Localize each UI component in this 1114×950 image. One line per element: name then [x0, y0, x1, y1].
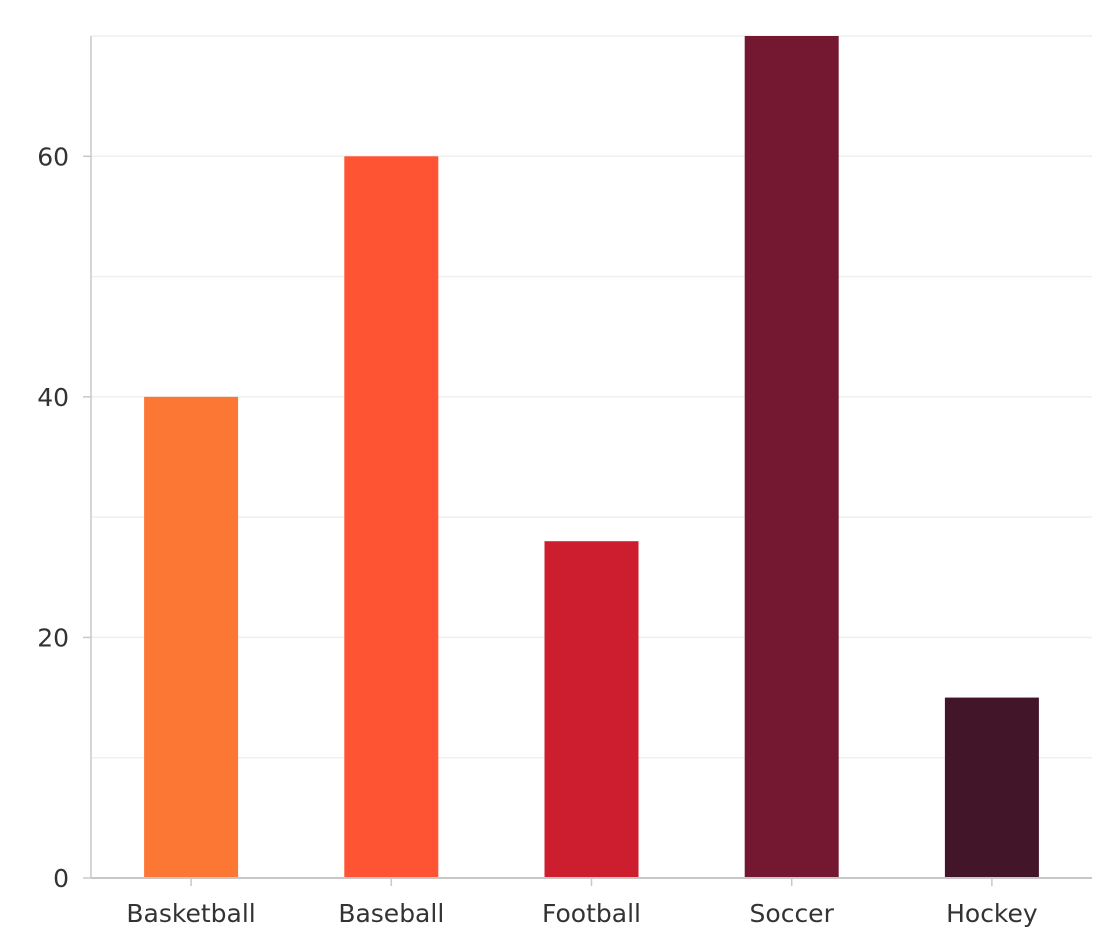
- y-tick-label: 20: [37, 623, 69, 652]
- y-tick-label: 40: [37, 383, 69, 412]
- bar-soccer: [744, 36, 839, 878]
- bar-football: [544, 541, 639, 878]
- x-tick-label-soccer: Soccer: [750, 899, 835, 928]
- bars-layer: [144, 36, 1039, 879]
- x-tick-label-basketball: Basketball: [126, 899, 255, 928]
- x-tick-label-baseball: Baseball: [338, 899, 444, 928]
- labels-layer: 0 20 40 60 Basketball Baseball Football Soccer H…: [37, 142, 1038, 928]
- bar-baseball: [344, 156, 439, 879]
- axes-layer: [83, 36, 1092, 886]
- bar-basketball: [144, 396, 239, 878]
- y-tick-label: 0: [53, 864, 69, 893]
- x-tick-label-hockey: Hockey: [946, 899, 1038, 928]
- y-tick-label: 60: [37, 142, 69, 171]
- x-tick-label-football: Football: [542, 899, 641, 928]
- bar-hockey: [944, 697, 1039, 878]
